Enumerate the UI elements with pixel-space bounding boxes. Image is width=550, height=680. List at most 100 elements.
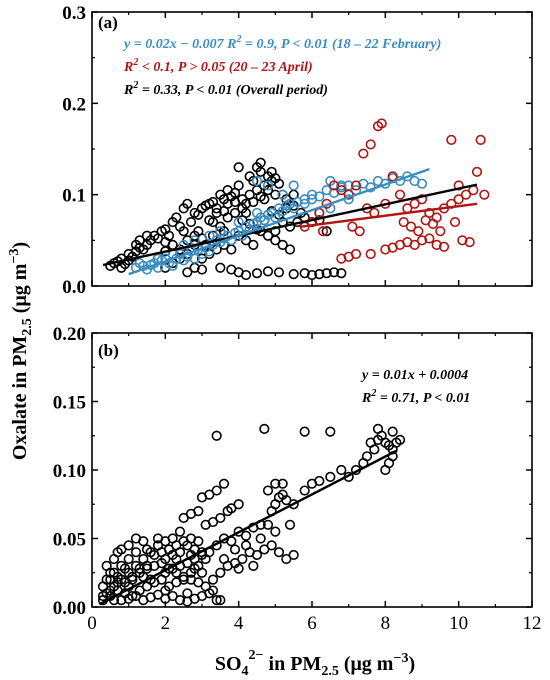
panel-label: (b) — [98, 341, 119, 360]
data-point — [457, 235, 468, 246]
data-point — [123, 540, 134, 551]
data-point — [108, 567, 120, 578]
data-point — [182, 267, 193, 278]
data-point — [336, 180, 347, 191]
data-point — [270, 526, 281, 537]
data-point — [471, 166, 483, 177]
data-point — [248, 560, 259, 572]
y-tick-label: 0.10 — [53, 461, 86, 482]
data-point — [262, 266, 274, 277]
data-point — [167, 216, 178, 228]
data-point — [244, 189, 255, 200]
data-point — [325, 426, 336, 437]
data-point — [398, 216, 409, 228]
data-point — [222, 198, 233, 209]
y-tick-label: 0.0 — [62, 277, 86, 298]
data-point — [306, 194, 318, 205]
data-point — [446, 134, 457, 145]
data-point — [284, 244, 296, 255]
data-point — [101, 574, 112, 585]
data-point — [138, 536, 149, 547]
data-point — [262, 519, 274, 530]
data-point — [314, 475, 325, 487]
data-point — [226, 503, 237, 514]
data-point — [284, 519, 296, 530]
data-point — [215, 595, 226, 606]
data-point — [185, 216, 197, 228]
data-point — [277, 189, 288, 200]
data-point — [387, 426, 398, 437]
data-point — [229, 196, 241, 208]
data-point — [127, 571, 138, 582]
data-point — [178, 512, 189, 524]
data-point — [237, 553, 248, 565]
panel-a: 0.0 0.1 0.2 0.3 (a)y = 0.02x − 0.007 R2 = 0.… — [62, 3, 533, 298]
data-point — [435, 226, 446, 237]
data-point — [112, 577, 123, 588]
data-point — [141, 230, 153, 241]
data-point — [262, 180, 274, 191]
y-tick-label: 0.2 — [62, 94, 86, 115]
data-point — [424, 233, 435, 244]
data-point — [277, 239, 288, 250]
data-point — [464, 237, 475, 248]
data-point — [141, 544, 153, 555]
data-point — [218, 553, 230, 565]
data-point — [204, 489, 215, 500]
data-point — [288, 180, 299, 191]
data-point — [116, 544, 127, 555]
data-point — [123, 553, 134, 565]
data-point — [321, 268, 332, 279]
data-point — [262, 485, 274, 496]
data-point — [211, 595, 222, 606]
data-point — [215, 567, 226, 578]
data-point — [281, 495, 292, 506]
data-point — [163, 563, 175, 574]
data-point — [240, 530, 252, 541]
data-point — [336, 185, 347, 196]
data-point — [207, 574, 219, 585]
data-point — [251, 207, 263, 219]
data-point — [361, 451, 373, 462]
data-point — [215, 512, 226, 524]
data-point — [416, 235, 428, 246]
x-tick-label: 2 — [161, 613, 171, 634]
data-point — [358, 148, 369, 159]
data-point — [193, 577, 204, 588]
data-point — [273, 267, 285, 278]
annotation: R2 = 0.33, P < 0.01 (Overall period) — [123, 80, 328, 98]
data-point — [369, 444, 380, 455]
data-point — [350, 180, 362, 191]
data-point — [211, 207, 222, 219]
data-point — [273, 547, 285, 558]
data-point — [479, 189, 490, 200]
data-point — [299, 426, 310, 437]
series-black — [97, 423, 406, 607]
data-point — [233, 499, 244, 510]
fit-line-black — [98, 449, 397, 606]
annotation: R2 = 0.71, P < 0.01 — [361, 388, 470, 406]
data-point — [431, 239, 442, 250]
data-point — [277, 478, 288, 489]
data-point — [200, 581, 211, 592]
data-point — [240, 269, 252, 281]
data-point — [207, 516, 219, 528]
data-point — [233, 526, 244, 537]
data-point — [211, 430, 222, 441]
y-tick-label: 0.05 — [53, 530, 86, 551]
data-point — [259, 423, 270, 435]
data-point — [475, 134, 486, 145]
data-point — [171, 567, 182, 578]
annotation: y = 0.02x − 0.007 R2 = 0.9, P < 0.01 (18… — [122, 34, 441, 52]
data-point — [438, 241, 450, 252]
data-point — [350, 248, 362, 260]
data-point — [453, 180, 464, 191]
data-point — [226, 244, 237, 255]
data-point — [204, 215, 215, 226]
data-point — [237, 203, 248, 214]
data-point — [321, 226, 332, 237]
data-point — [182, 588, 193, 599]
data-point — [394, 434, 406, 445]
data-point — [259, 544, 270, 555]
data-point — [189, 563, 200, 574]
